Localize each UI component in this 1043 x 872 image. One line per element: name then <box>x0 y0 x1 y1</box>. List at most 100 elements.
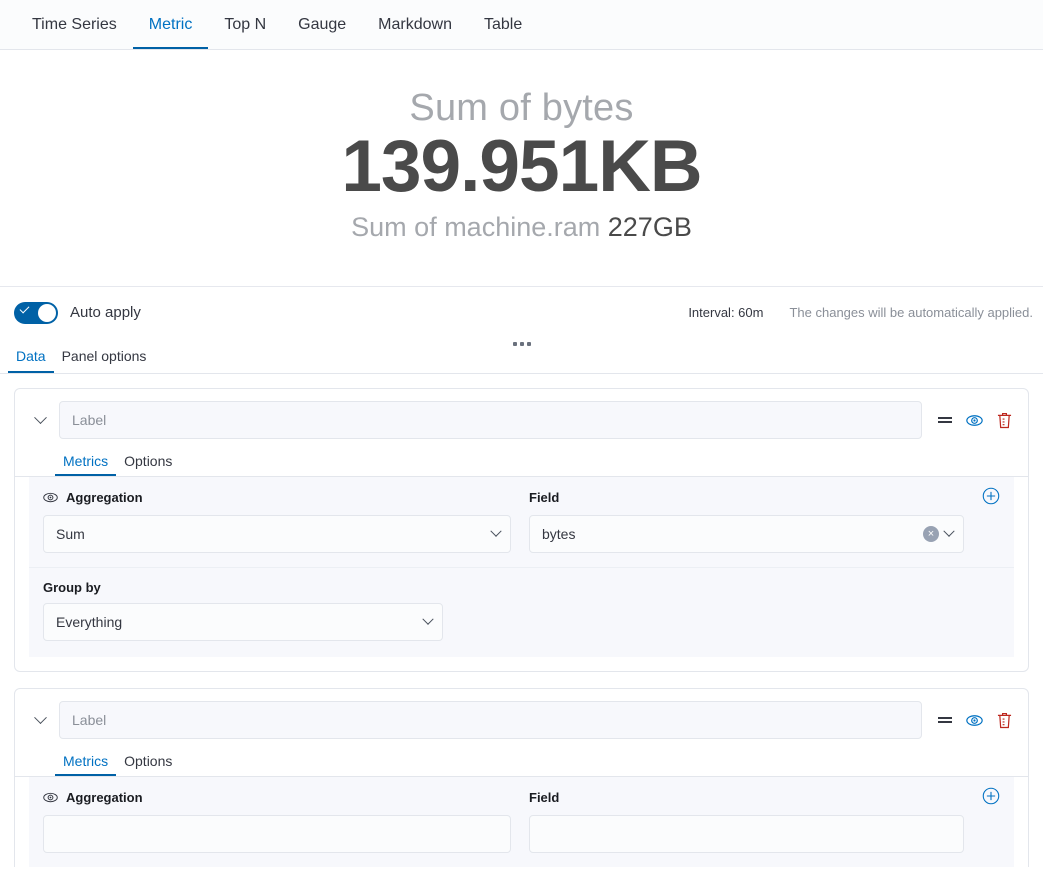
tab-label: Metrics <box>63 452 109 469</box>
aggregation-value: Sum <box>56 526 85 542</box>
aggregation-select[interactable]: Sum <box>43 515 511 553</box>
delete-series-button[interactable] <box>997 712 1012 729</box>
tab-metrics[interactable]: Metrics <box>55 745 117 776</box>
series-collapse-toggle[interactable] <box>27 407 53 433</box>
series-header <box>15 689 1028 745</box>
series-header-actions <box>938 412 1012 429</box>
field-header: Field <box>529 787 964 807</box>
series-collapse-toggle[interactable] <box>27 707 53 733</box>
tab-table[interactable]: Table <box>468 0 538 49</box>
field-column: Field <box>529 787 964 853</box>
tab-markdown[interactable]: Markdown <box>362 0 468 49</box>
series-subtabs: Metrics Options <box>15 745 1028 777</box>
tab-label: Metrics <box>63 752 109 769</box>
tab-label: Table <box>483 15 523 33</box>
field-label: Field <box>529 489 560 505</box>
tab-metric[interactable]: Metric <box>132 0 209 49</box>
tab-label: Options <box>124 452 173 469</box>
eye-icon <box>966 414 983 426</box>
aggregation-select[interactable] <box>43 815 511 853</box>
trash-icon <box>997 712 1012 728</box>
metric-secondary-value: 227GB <box>607 211 692 242</box>
series-body: Aggregation Field <box>15 777 1028 867</box>
tab-options[interactable]: Options <box>116 745 180 776</box>
chevron-down-icon <box>422 613 434 625</box>
auto-apply-note: The changes will be automatically applie… <box>789 305 1033 320</box>
add-metric-button[interactable] <box>982 487 1000 505</box>
grip-dot <box>526 342 531 346</box>
field-label: Field <box>529 789 560 805</box>
tab-label: Options <box>124 752 173 769</box>
field-combobox[interactable] <box>529 815 964 853</box>
eye-icon[interactable] <box>43 790 58 805</box>
trash-icon <box>997 412 1012 428</box>
series-panel: Metrics Options Aggregation <box>14 388 1029 672</box>
aggregation-label: Aggregation <box>66 789 143 805</box>
group-by-value: Everything <box>56 614 123 630</box>
visualization-type-tabs: Time Series Metric Top N Gauge Markdown … <box>0 0 1043 50</box>
series-label-input[interactable] <box>59 401 922 439</box>
grip-dot <box>519 342 524 346</box>
tab-data[interactable]: Data <box>8 338 54 373</box>
auto-apply-toggle[interactable] <box>14 301 58 324</box>
plus-circle-icon <box>982 787 1000 805</box>
chevron-down-icon <box>490 525 502 537</box>
tab-label: Metric <box>148 15 193 33</box>
drag-handle-icon[interactable] <box>938 415 952 425</box>
tab-label: Gauge <box>298 15 347 33</box>
tab-metrics[interactable]: Metrics <box>55 445 117 476</box>
tab-label: Top N <box>224 15 267 33</box>
series-subtabs: Metrics Options <box>15 445 1028 477</box>
tab-gauge[interactable]: Gauge <box>282 0 362 49</box>
metric-primary-value: 139.951KB <box>341 126 702 208</box>
plus-circle-icon <box>982 487 1000 505</box>
add-metric-button[interactable] <box>982 787 1000 805</box>
toggle-visibility-icon[interactable] <box>966 412 983 429</box>
tab-options[interactable]: Options <box>116 445 180 476</box>
group-by-label: Group by <box>43 580 101 595</box>
tab-time-series[interactable]: Time Series <box>16 0 133 49</box>
series-header-actions <box>938 712 1012 729</box>
aggregation-column: Aggregation <box>43 787 511 853</box>
tab-label: Panel options <box>61 347 147 364</box>
series-list: Metrics Options Aggregation <box>0 374 1043 867</box>
tab-label: Markdown <box>378 15 452 33</box>
drag-handle-icon[interactable] <box>938 715 952 725</box>
aggregation-label: Aggregation <box>66 489 143 505</box>
delete-series-button[interactable] <box>997 412 1012 429</box>
field-header: Field <box>529 487 964 507</box>
toggle-knob <box>38 303 56 322</box>
series-header <box>15 389 1028 445</box>
group-by-column: Group by Everything <box>43 580 443 641</box>
chevron-down-icon <box>33 410 47 424</box>
metric-secondary: Sum of machine.ram 227GB <box>351 212 692 243</box>
aggregation-column: Aggregation Sum <box>43 487 511 553</box>
field-combobox[interactable]: bytes × <box>529 515 964 553</box>
metric-visualization: Sum of bytes 139.951KB Sum of machine.ra… <box>0 50 1043 286</box>
toggle-visibility-icon[interactable] <box>966 712 983 729</box>
series-body: Aggregation Sum Field bytes × <box>15 477 1028 671</box>
tab-panel-options[interactable]: Panel options <box>54 338 155 373</box>
metric-secondary-label: Sum of machine.ram <box>351 211 601 242</box>
panel-resize-handle[interactable] <box>512 342 531 346</box>
clear-field-button[interactable]: × <box>923 526 939 542</box>
field-column: Field bytes × <box>529 487 964 553</box>
aggregation-header: Aggregation <box>43 487 511 507</box>
auto-apply-bar: Auto apply Interval: 60m The changes wil… <box>0 286 1043 346</box>
eye-icon <box>966 714 983 726</box>
chevron-down-icon <box>33 710 47 724</box>
aggregation-row: Aggregation Field <box>29 777 1014 867</box>
tab-top-n[interactable]: Top N <box>208 0 282 49</box>
eye-icon[interactable] <box>43 490 58 505</box>
series-panel: Metrics Options Aggregation <box>14 688 1029 867</box>
series-label-input[interactable] <box>59 701 922 739</box>
apply-bar-right: Interval: 60m The changes will be automa… <box>688 305 1033 320</box>
aggregation-header: Aggregation <box>43 787 511 807</box>
field-value: bytes <box>542 526 576 542</box>
group-by-row: Group by Everything <box>29 568 1014 657</box>
interval-text: Interval: 60m <box>688 305 764 320</box>
auto-apply-label: Auto apply <box>70 304 141 321</box>
chevron-down-icon <box>943 525 955 537</box>
check-icon <box>19 303 30 313</box>
group-by-select[interactable]: Everything <box>43 603 443 641</box>
